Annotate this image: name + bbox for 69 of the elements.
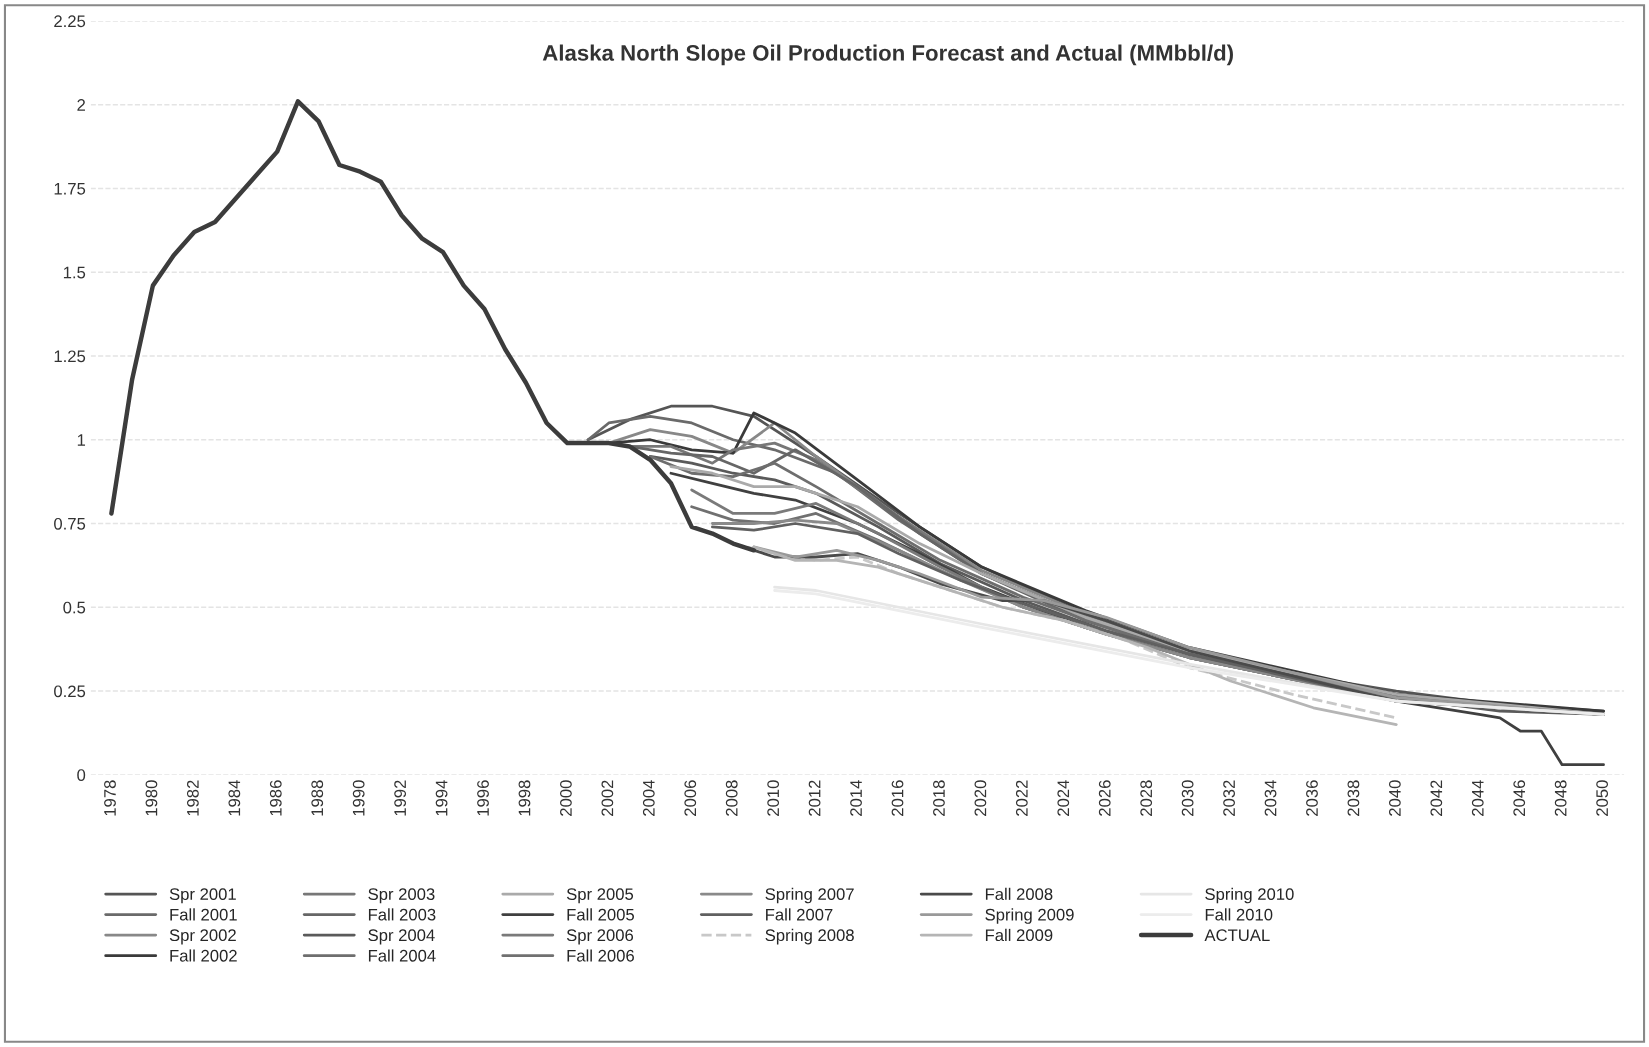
legend-label: Fall 2007: [766, 908, 833, 921]
legend-label: Fall 2005: [567, 908, 635, 921]
x-tick-label: 2020: [974, 780, 987, 816]
x-tick-label: 2004: [642, 780, 655, 816]
y-tick-label: 2.25: [54, 15, 86, 28]
x-tick-label: 2036: [1306, 780, 1318, 816]
legend-label: Spr 2005: [566, 888, 634, 904]
legend-label: Spring 2009: [985, 908, 1074, 924]
x-tick-label: 2014: [850, 780, 862, 816]
x-tick-label: 2018: [933, 780, 945, 816]
y-tick-label: 1: [77, 434, 86, 446]
legend-label: Spr 2001: [169, 888, 236, 904]
text: Alaska North Slope Oil Production Forecast and Actual (MMbbl/d): [542, 44, 1233, 66]
legend-label: Spring 2010: [1205, 887, 1294, 904]
x-tick-label: 1986: [269, 780, 282, 816]
x-tick-label: 2042: [1430, 780, 1443, 816]
x-tick-label: 1996: [477, 780, 489, 816]
x-tick-label: 1988: [311, 780, 324, 816]
x-tick-label: 2048: [1554, 780, 1567, 816]
legend-label: Fall 2006: [567, 949, 634, 962]
x-tick-label: 1980: [145, 780, 158, 816]
legend-label: Spring 2007: [765, 887, 854, 904]
y-tick-label: 1.25: [54, 350, 86, 363]
y-tick-label: 0.75: [54, 517, 86, 530]
x-tick-label: 2006: [684, 780, 697, 816]
x-tick-label: 1990: [352, 780, 365, 816]
y-tick-label: 1.5: [63, 266, 86, 279]
x-tick-label: 2016: [891, 780, 904, 816]
x-tick-label: 2050: [1596, 780, 1609, 816]
x-tick-label: 1992: [394, 780, 407, 816]
legend-label: Fall 2002: [170, 949, 237, 962]
x-tick-label: 2012: [808, 780, 821, 816]
x-tick-label: 2040: [1388, 780, 1401, 816]
legend-label: Spr 2004: [368, 929, 435, 945]
legend-label: Fall 2009: [985, 928, 1053, 942]
y-tick-label: 0: [77, 769, 86, 781]
legend-label: Fall 2010: [1205, 908, 1273, 921]
y-tick-label: 0.5: [63, 601, 86, 614]
y-tick-label: 1.75: [54, 183, 86, 195]
x-tick-label: 2008: [725, 780, 738, 816]
x-tick-label: 2000: [560, 780, 572, 816]
x-tick-label: 1998: [518, 780, 531, 816]
x-tick-label: 2010: [767, 780, 780, 816]
x-tick-label: 2034: [1264, 780, 1277, 816]
legend-label: Spring 2008: [765, 928, 854, 945]
y-tick-label: 2: [77, 99, 85, 111]
legend-label: Fall 2004: [368, 949, 436, 962]
x-tick-label: 1984: [228, 780, 241, 816]
legend-label: Fall 2008: [985, 887, 1053, 901]
legend-label: Fall 2001: [170, 908, 237, 921]
x-tick-label: 1994: [435, 780, 448, 816]
x-tick-label: 2002: [601, 780, 614, 816]
x-tick-label: 2022: [1015, 780, 1028, 816]
legend-label: Fall 2003: [368, 908, 436, 921]
x-tick-label: 2024: [1057, 780, 1070, 816]
legend-label: ACTUAL: [1204, 929, 1270, 942]
x-tick-label: 2030: [1181, 780, 1194, 816]
x-tick-label: 2028: [1140, 780, 1153, 816]
legend-label: Spr 2006: [566, 929, 634, 945]
x-tick-label: 2038: [1347, 780, 1360, 816]
x-tick-label: 2046: [1513, 780, 1526, 816]
x-tick-label: 2032: [1223, 780, 1235, 816]
x-tick-label: 2044: [1471, 780, 1484, 816]
y-tick-label: 0.25: [54, 685, 86, 698]
x-tick-label: 2026: [1098, 780, 1111, 816]
x-tick-label: 1982: [186, 780, 199, 816]
legend-label: Spr 2002: [169, 929, 236, 945]
legend-label: Spr 2003: [368, 888, 435, 904]
x-tick-label: 1978: [104, 780, 116, 816]
